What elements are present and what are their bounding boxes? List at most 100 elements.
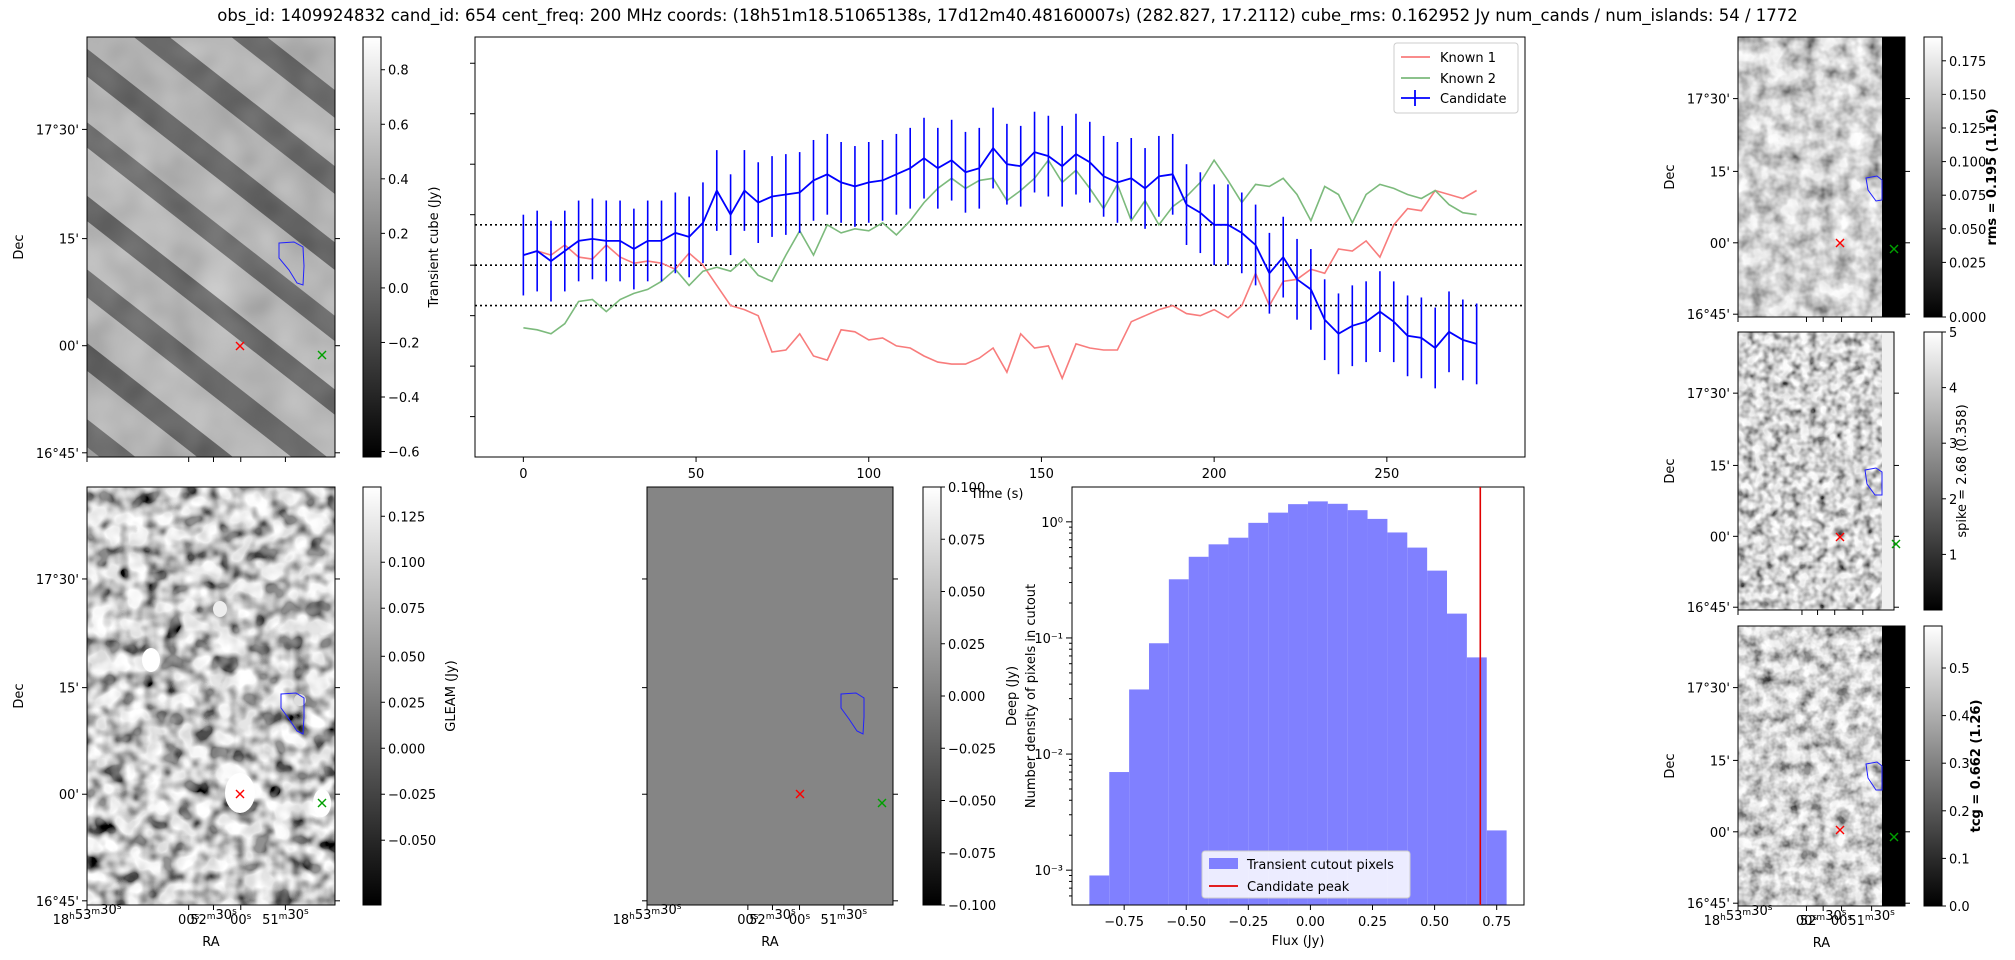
colorbar-deep	[922, 486, 942, 906]
colorbar-tick-label: 3	[1949, 437, 1957, 452]
x-tick-label: 150	[1029, 467, 1054, 482]
ra-tick-label: 00s	[178, 912, 200, 928]
colorbar-tick-label: 0.025	[388, 696, 425, 711]
ra-tick-label: 51m30s	[262, 907, 309, 928]
dec-tick-label: 17°30'	[36, 573, 79, 588]
dec-tick-label: 15'	[1710, 754, 1730, 769]
dec-axis-label: Dec	[12, 683, 27, 708]
colorbar-tick-label: 0.000	[948, 690, 985, 705]
series-candidate	[523, 146, 1477, 350]
histogram-bar	[1168, 579, 1189, 905]
histogram-bar	[1466, 657, 1487, 905]
colorbar-tick-label: −0.2	[388, 336, 420, 351]
ra-tick-label: 51m30s	[1848, 908, 1895, 929]
histogram-xlabel: Flux (Jy)	[1272, 934, 1325, 949]
y-tick-label: 10⁻¹	[1034, 632, 1063, 647]
y-tick-label: 10⁻²	[1034, 748, 1063, 763]
legend-label-known-2: Known 2	[1440, 72, 1496, 87]
histogram-bar	[1288, 504, 1308, 905]
dec-axis-label: Dec	[1663, 458, 1678, 483]
dec-tick-label: 17°30'	[36, 123, 79, 138]
colorbar-tick-label: 0.8	[388, 64, 409, 79]
colorbar-tick-label: 0.000	[1949, 311, 1986, 326]
transient-image-panel	[86, 36, 336, 458]
histogram-bar	[1129, 689, 1149, 905]
colorbar-tick-label: 0.050	[388, 650, 425, 665]
flux-histogram-chart: −0.75 −0.50 −0.25 0.00 0.25 0.50 0.75 10⁰ 10⁻¹ 1…	[1024, 486, 1525, 949]
histogram-bar	[1109, 772, 1130, 905]
dec-tick-label: 17°30'	[1687, 387, 1730, 402]
ra-tick-label: 00s	[1831, 913, 1853, 929]
ra-tick-label: 00s	[230, 912, 252, 928]
legend-label-transient-pixels: Transient cutout pixels	[1246, 858, 1394, 873]
colorbars: 0.8 0.6 0.4 0.2 0.0 −0.2 −0.4 −0.6 Transient cub…	[362, 36, 2000, 915]
colorbar-tick-label: 2	[1949, 493, 1957, 508]
colorbar-tick-label: 0.2	[1949, 805, 1970, 820]
colorbar-tick-label: −0.100	[948, 899, 996, 914]
light-curve-legend: Known 1 Known 2 Candidate	[1393, 42, 1519, 114]
colorbar-tick-label: 0.125	[1949, 122, 1986, 137]
dec-tick-label: 17°30'	[1687, 93, 1730, 108]
dec-axis-label: Dec	[12, 234, 27, 259]
spike-image-panel	[1737, 331, 1901, 611]
candidate-island-contour	[280, 692, 305, 735]
x-tick-label: 100	[856, 467, 881, 482]
ra-axis-label: RA	[761, 935, 779, 950]
legend-label-known-1: Known 1	[1440, 51, 1496, 66]
dec-tick-label: 15'	[59, 233, 79, 248]
colorbar-label-tcg: tcg = 0.662 (1.26)	[1969, 700, 1984, 833]
histogram-bar	[1089, 875, 1110, 905]
colorbar-tick-label: 0.075	[948, 533, 985, 548]
series-known-1	[523, 189, 1478, 381]
ra-tick-label: 52m30s	[190, 907, 237, 928]
x-tick-label: 0.25	[1358, 915, 1387, 930]
x-tick-label: 50	[688, 467, 705, 482]
x-tick-label: 0	[519, 467, 527, 482]
colorbar-tick-label: 0.4	[1949, 710, 1970, 725]
colorbar-tick-label: 5	[1949, 326, 1957, 341]
histogram-ylabel: Number density of pixels in cutout	[1024, 584, 1039, 808]
colorbar-tick-label: −0.6	[388, 446, 420, 461]
colorbar-tick-label: −0.050	[948, 795, 996, 810]
x-tick-label: −0.50	[1166, 915, 1206, 930]
legend-label-candidate-peak: Candidate peak	[1247, 880, 1350, 895]
ra-tick-label: 52m30s	[749, 907, 796, 928]
x-tick-label: 0.75	[1482, 915, 1511, 930]
colorbar-tick-label: 0.025	[1949, 256, 1986, 271]
ra-axis-label: RA	[202, 935, 220, 950]
histogram-bar	[1148, 643, 1169, 905]
rms-image-panel	[1737, 36, 1906, 318]
colorbar-tick-label: −0.4	[388, 391, 420, 406]
deep-image-panel	[646, 486, 894, 906]
ra-tick-label: 51m30s	[821, 907, 868, 928]
dec-tick-label: 16°45'	[1687, 308, 1730, 323]
dec-tick-label: 16°45'	[1687, 601, 1730, 616]
dec-tick-label: 16°45'	[36, 895, 79, 910]
histogram-bar	[1248, 522, 1269, 905]
light-curve-frame	[474, 36, 1526, 458]
colorbar-tick-label: 0.100	[388, 556, 425, 571]
colorbar-tick-label: 0.075	[388, 602, 425, 617]
candidate-island-contour	[278, 241, 305, 286]
histogram-bar	[1367, 518, 1388, 905]
colorbar-tick-label: 0.3	[1949, 757, 1970, 772]
figure-title: obs_id: 1409924832 cand_id: 654 cent_fre…	[217, 6, 1798, 25]
colorbar-label-spike: spike = 2.68 (0.358)	[1955, 404, 1970, 537]
colorbar-gleam	[362, 486, 382, 906]
candidate-island-contour	[1864, 467, 1883, 496]
histogram-bar	[1407, 547, 1428, 905]
colorbar-transient	[362, 36, 382, 458]
ra-tick-label: 00s	[737, 912, 759, 928]
ra-tick-label: 18h53m30s	[53, 902, 122, 928]
dec-tick-label: 16°45'	[36, 447, 79, 462]
colorbar-tick-label: 0.100	[948, 481, 985, 496]
ra-tick-label: 00s	[1796, 913, 1818, 929]
colorbar-label-deep: Deep (Jy)	[1005, 666, 1020, 726]
colorbar-tick-label: 0.5	[1949, 662, 1970, 677]
colorbar-tick-label: 0.025	[948, 638, 985, 653]
colorbar-tick-label: 0.0	[388, 282, 409, 297]
dec-tick-label: 15'	[59, 682, 79, 697]
sky-axes: 17°30'15'00'16°45'Dec17°30'15'00'16°45'1…	[12, 93, 1910, 951]
y-tick-label: 10⁻³	[1034, 864, 1063, 879]
